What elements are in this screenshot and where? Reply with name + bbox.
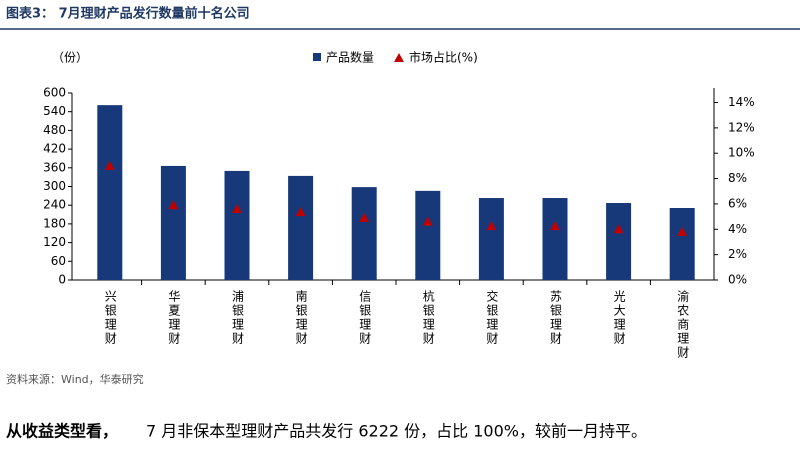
x-tick-label: 华夏理财: [167, 290, 181, 346]
legend-label: 市场占比(%): [409, 50, 478, 65]
y-tick-label: 240: [43, 198, 66, 212]
marker: [168, 200, 179, 210]
y-tick-label: 360: [43, 160, 66, 174]
marker: [613, 224, 624, 234]
legend-swatch: [394, 53, 404, 62]
x-tick-label: 浦银理财: [231, 290, 245, 346]
bar: [351, 187, 377, 280]
x-tick-label: 光大理财: [612, 290, 626, 346]
x-tick-label: 交银理财: [485, 289, 499, 346]
bar: [224, 170, 250, 280]
y-tick-label: 540: [43, 104, 66, 118]
y-tick-label: 480: [43, 123, 66, 137]
y-tick-label: 0: [58, 273, 66, 287]
bar: [288, 175, 314, 280]
bar: [669, 208, 695, 280]
bar: [160, 165, 186, 280]
y2-tick-label: 12%: [728, 120, 755, 134]
x-tick-label: 渝农商理财: [676, 289, 690, 360]
bar: [606, 203, 632, 280]
x-tick-label: 信银理财: [358, 290, 372, 346]
y-tick-label: 600: [43, 86, 66, 100]
marker: [232, 204, 242, 214]
marker: [104, 160, 115, 170]
x-tick-label: 南银理财: [294, 289, 308, 346]
x-tick-label: 兴银理财: [103, 290, 117, 346]
paragraph-lead: 从收益类型看，: [6, 422, 118, 441]
y-tick-label: 60: [51, 254, 66, 268]
x-tick-label: 杭银理财: [421, 289, 435, 346]
marker: [295, 207, 306, 217]
y2-tick-label: 4%: [728, 222, 747, 236]
y2-tick-label: 10%: [728, 146, 755, 160]
bar: [542, 198, 568, 280]
y-tick-label: 300: [43, 179, 66, 193]
y2-tick-label: 0%: [728, 273, 747, 287]
y-axis-label: （份）: [52, 51, 88, 65]
y-tick-label: 120: [43, 235, 66, 249]
marker: [359, 212, 370, 222]
y2-tick-label: 2%: [728, 247, 747, 261]
paragraph-text: 7 月非保本型理财产品共发行 6222 份，占比 100%，较前一月持平。: [146, 422, 647, 441]
y-tick-label: 180: [43, 216, 66, 230]
y2-tick-label: 14%: [728, 95, 755, 109]
marker: [422, 216, 433, 226]
y2-tick-label: 6%: [728, 196, 747, 210]
legend-label: 产品数量: [326, 50, 374, 65]
source-note: 资料来源：Wind，华泰研究: [6, 372, 144, 386]
y-tick-label: 420: [43, 142, 66, 156]
figure-title: 图表3： 7月理财产品发行数量前十名公司: [6, 6, 250, 22]
marker: [677, 226, 688, 236]
bar: [478, 198, 504, 280]
legend-swatch: [313, 53, 321, 61]
bar: [97, 105, 123, 280]
marker: [486, 221, 497, 231]
bar: [415, 190, 441, 280]
x-tick-label: 苏银理财: [549, 290, 563, 346]
marker: [550, 221, 560, 231]
y2-tick-label: 8%: [728, 171, 747, 185]
